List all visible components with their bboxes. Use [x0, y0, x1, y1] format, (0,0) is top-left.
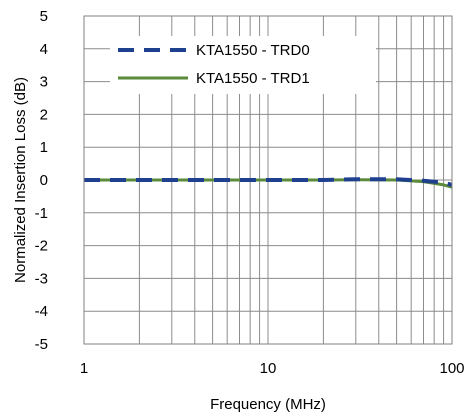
- x-axis-title: Frequency (MHz): [210, 396, 326, 413]
- legend: KTA1550 - TRD0 KTA1550 - TRD1: [110, 36, 376, 94]
- y-tick-label: 3: [40, 74, 48, 91]
- series-lines: [84, 177, 453, 189]
- plot-frame: [83, 15, 453, 345]
- x-tick-label: 100: [439, 360, 464, 377]
- x-tick-label: 10: [260, 360, 277, 377]
- y-tick-label: 1: [40, 139, 48, 156]
- legend-box: [110, 36, 376, 94]
- y-tick-label: 4: [40, 41, 48, 58]
- x-tick-label: 1: [80, 360, 88, 377]
- y-tick-label: -4: [35, 303, 48, 320]
- legend-entry: KTA1550 - TRD0: [196, 42, 310, 59]
- tick-labels: -5 -4 -3 -2 -1 0 1 2 3 4 5 1 10 100: [35, 8, 465, 377]
- y-tick-label: -5: [35, 336, 48, 353]
- y-tick-label: 5: [40, 8, 48, 25]
- y-tick-label: 0: [40, 172, 48, 189]
- legend-entry: KTA1550 - TRD1: [196, 70, 310, 87]
- y-tick-label: -2: [35, 238, 48, 255]
- y-tick-label: -1: [35, 205, 48, 222]
- y-axis-title: Normalized Insertion Loss (dB): [12, 77, 29, 283]
- y-tick-label: 2: [40, 106, 48, 123]
- series-line-trd0: [84, 177, 453, 187]
- y-tick-label: -3: [35, 270, 48, 287]
